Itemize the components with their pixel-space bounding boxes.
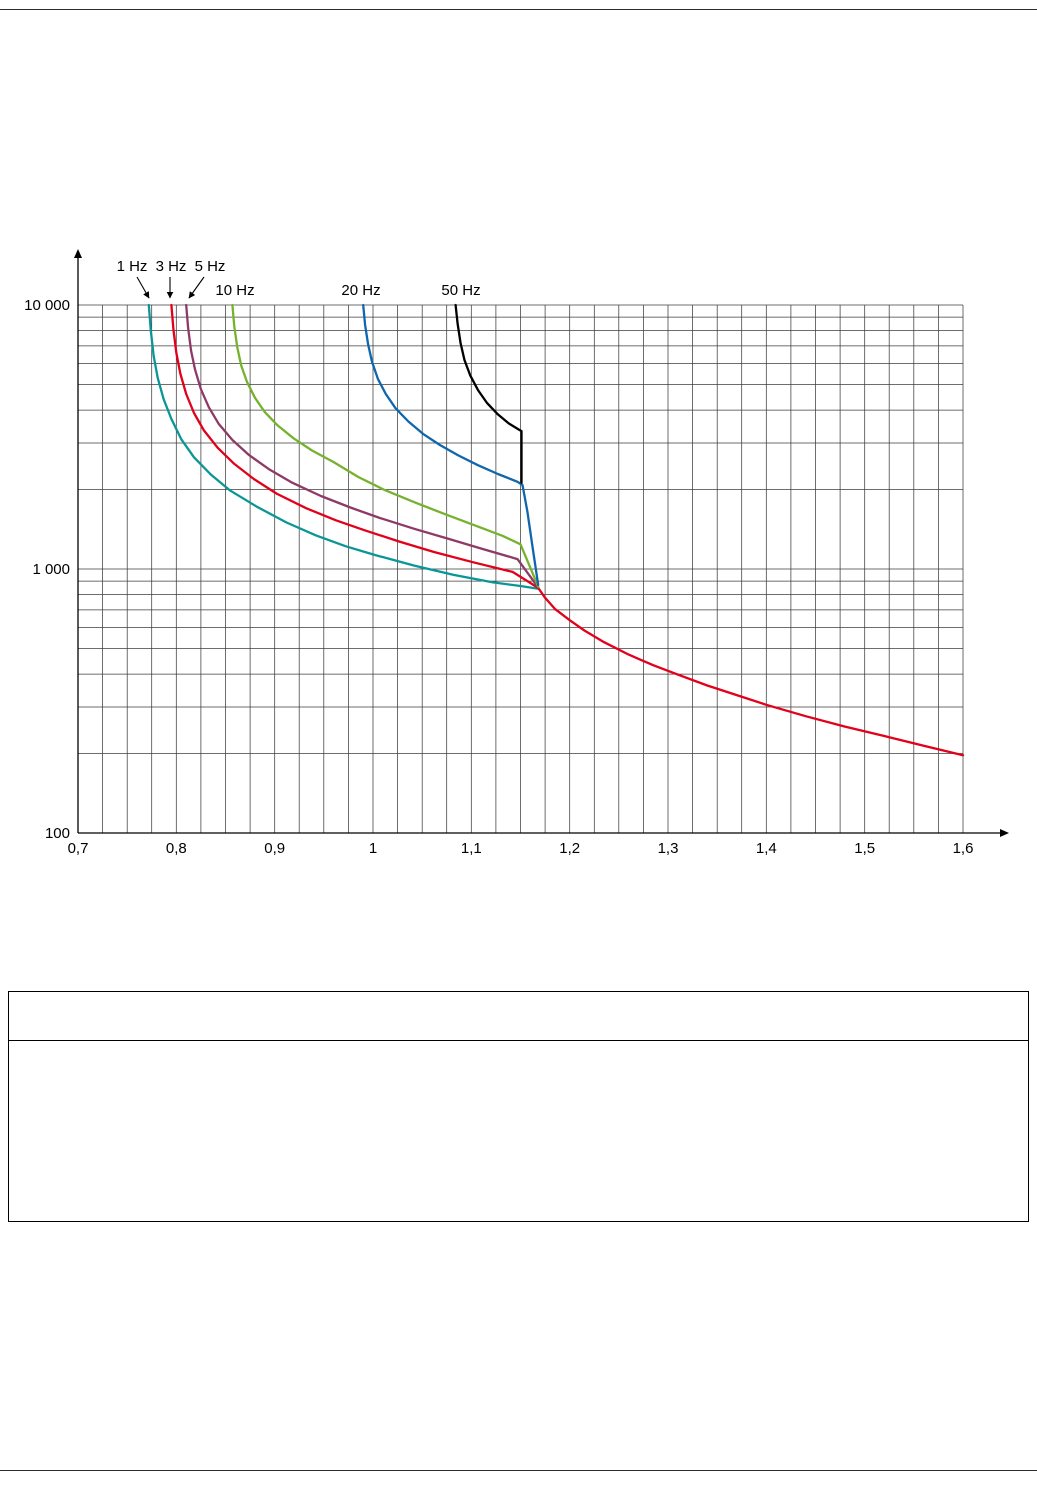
chart-grid — [78, 304, 964, 833]
curve-label: 10 Hz — [215, 282, 254, 299]
x-tick-label: 1,1 — [461, 840, 482, 857]
curve-3-hz — [170, 303, 965, 757]
curve-label: 5 Hz — [195, 258, 226, 275]
curve-5-hz — [185, 303, 540, 589]
curve-annotations: 1 Hz 3 Hz 5 Hz 10 Hz 20 Hz 50 Hz — [117, 258, 481, 299]
spec-table-body — [9, 1041, 1028, 1221]
x-tick-label: 1,3 — [658, 840, 679, 857]
chart-axes — [74, 249, 1009, 837]
curve-10-hz — [231, 303, 540, 588]
curve-label: 1 Hz — [117, 258, 148, 275]
curve-20-hz — [362, 303, 540, 587]
x-tick-label: 0,7 — [68, 840, 89, 857]
top-rule — [0, 9, 1037, 10]
y-tick-label: 10 000 — [24, 297, 70, 314]
axis-tick-labels: 0,7 0,8 0,9 1 1,1 1,2 1,3 1,4 1,5 1,6 10 000 1 000 1… — [24, 297, 973, 857]
x-tick-label: 0,8 — [166, 840, 187, 857]
curve-label: 50 Hz — [441, 282, 480, 299]
spec-table — [8, 991, 1029, 1222]
x-tick-label: 1,6 — [953, 840, 974, 857]
x-tick-label: 0,9 — [264, 840, 285, 857]
curve-1-hz — [147, 303, 540, 590]
y-tick-label: 1 000 — [32, 561, 70, 578]
x-tick-label: 1,4 — [756, 840, 777, 857]
curve-label: 20 Hz — [341, 282, 380, 299]
x-tick-label: 1,5 — [854, 840, 875, 857]
curve-50-hz — [454, 303, 523, 484]
annotation-arrow-icon — [188, 276, 205, 299]
curve-label: 3 Hz — [156, 258, 187, 275]
x-tick-label: 1,2 — [559, 840, 580, 857]
x-tick-label: 1 — [369, 840, 377, 857]
y-axis-arrow-icon — [74, 249, 82, 258]
y-tick-label: 100 — [45, 825, 70, 842]
spec-table-header-row — [9, 992, 1028, 1041]
x-axis-arrow-icon — [1000, 829, 1009, 837]
annotation-arrow-icon — [136, 276, 150, 299]
bottom-rule — [0, 1470, 1037, 1471]
